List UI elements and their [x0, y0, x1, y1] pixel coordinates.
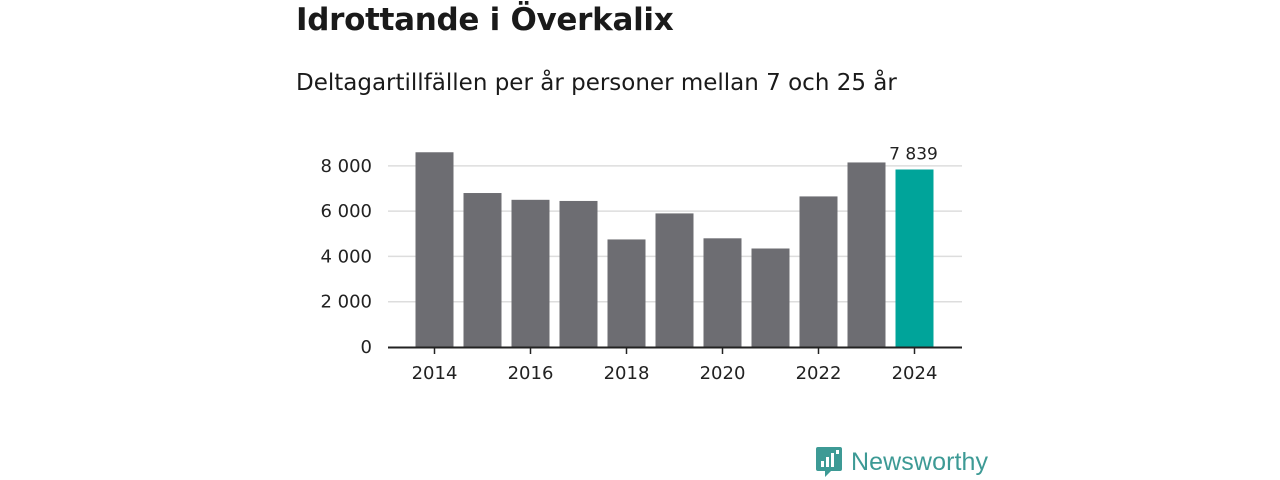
y-tick-label: 8 000 — [320, 156, 372, 177]
bar — [751, 248, 790, 347]
x-tick-label: 2018 — [604, 363, 650, 384]
x-tick-label: 2016 — [508, 363, 554, 384]
axes — [388, 346, 962, 354]
y-tick-label: 0 — [361, 337, 372, 358]
bar-value-label: 7 839 — [889, 144, 938, 164]
bar — [799, 196, 838, 347]
bar — [463, 193, 502, 347]
x-tick-label: 2020 — [700, 363, 746, 384]
brand-name: Newsworthy — [851, 447, 989, 476]
bar-highlight — [895, 169, 934, 347]
chart-subtitle: Deltagartillfällen per år personer mella… — [296, 70, 897, 96]
y-tick-label: 2 000 — [320, 292, 372, 313]
labels: 0 2 000 4 000 6 000 8 000 7 839 2014 2016 2018 20… — [320, 144, 937, 384]
y-tick-label: 4 000 — [320, 246, 372, 267]
bar — [655, 213, 694, 347]
chart-title: Idrottande i Överkalix — [296, 2, 674, 38]
bar — [415, 152, 454, 347]
x-tick-label: 2024 — [892, 363, 938, 384]
newsworthy-logo-icon — [816, 447, 842, 477]
bar — [511, 199, 550, 347]
bar — [703, 238, 742, 347]
x-tick-label: 2014 — [412, 363, 458, 384]
x-tick-label: 2022 — [796, 363, 842, 384]
bar — [847, 162, 886, 347]
bars — [415, 152, 934, 347]
bar — [607, 239, 646, 347]
brand-logo: Newsworthy — [815, 445, 988, 479]
y-tick-label: 6 000 — [320, 201, 372, 222]
bar — [559, 200, 598, 347]
